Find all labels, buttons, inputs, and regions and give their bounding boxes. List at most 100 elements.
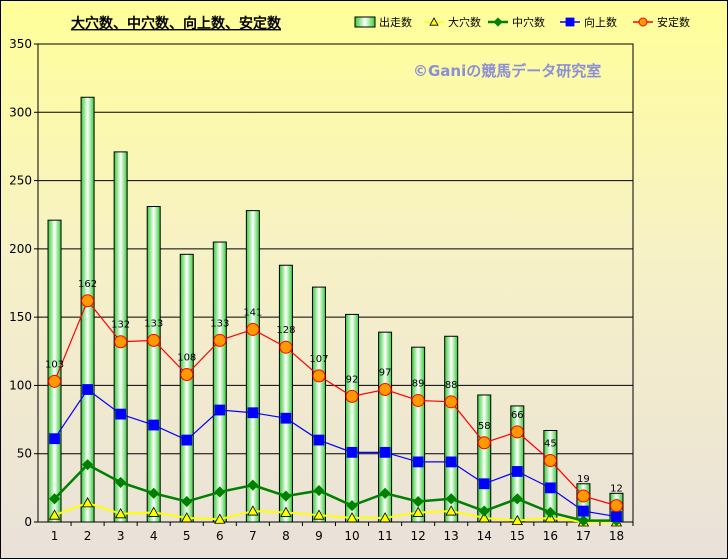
marker-circle [345,389,359,403]
x-tick-label: 6 [216,529,224,543]
x-tick-label: 10 [344,529,359,543]
bar [278,264,293,523]
legend-swatch [354,16,376,28]
series-line [54,501,617,523]
marker-circle [609,499,623,513]
marker-circle [543,454,557,468]
x-tick-label: 2 [84,529,92,543]
marker-square [247,407,259,419]
data-label: 97 [379,368,392,379]
gridlines [38,43,633,455]
x-tick-label: 12 [410,529,425,543]
x-tick-label: 17 [576,529,591,543]
marker-square [313,434,325,446]
y-tick-label: 300 [9,105,32,119]
marker-circle [213,333,227,347]
data-label: 133 [144,318,163,329]
marker-triangle [214,513,226,524]
data-label: 88 [445,380,458,391]
data-label: 107 [309,354,328,365]
data-label: 19 [577,474,590,485]
marker-circle [147,333,161,347]
legend-label: 出走数 [379,15,412,29]
bar [47,219,62,523]
x-tick-label: 13 [444,529,459,543]
marker-square [82,384,93,395]
series-line [54,388,617,518]
y-tick-label: 350 [9,37,32,51]
legend-label: 中穴数 [512,15,545,29]
marker-diamond [82,459,94,471]
marker-square [412,456,424,468]
x-tick-label: 11 [377,529,392,543]
marker-square [148,419,160,431]
marker-square [115,408,127,420]
data-label: 45 [544,439,557,450]
x-tick-label: 15 [510,529,525,543]
line-series [48,294,623,527]
marker-diamond [247,479,259,491]
marker-circle [477,436,491,450]
x-tick-label: 4 [150,529,158,543]
y-tick-label: 0 [24,515,32,529]
marker-triangle [148,506,160,517]
marker-diamond [511,493,523,505]
marker-diamond [412,495,424,508]
marker-circle [444,395,458,409]
marker-triangle [48,509,61,520]
marker-circle [510,425,524,439]
data-label: 89 [412,378,425,389]
marker-triangle [429,17,439,26]
marker-triangle [445,505,457,516]
marker-diamond [577,515,589,527]
marker-diamond [544,506,556,519]
marker-square [346,446,358,458]
bar [80,96,95,523]
legend-label: 大穴数 [448,15,481,29]
data-label: 103 [45,359,64,370]
marker-diamond [148,487,160,499]
marker-diamond [493,17,503,27]
marker-diamond [379,487,391,499]
marker-triangle [478,512,490,523]
marker-circle [180,368,194,382]
watermark-text: ©Ganiの競馬データ研究室 [413,62,601,80]
marker-circle [411,393,425,407]
bar [444,335,459,523]
marker-circle [576,489,590,503]
data-labels: 103 162 132 133 108 133 141 128 107 92 97 89 88 58 66 4… [45,279,623,495]
marker-circle [114,335,128,349]
marker-square [181,434,193,446]
marker-square [280,412,292,424]
marker-square [565,17,575,27]
marker-diamond [313,485,325,497]
bar [345,313,360,523]
marker-circle [638,17,648,27]
data-label: 58 [478,421,491,432]
marker-square [544,482,556,494]
marker-square [445,456,457,468]
marker-circle [279,340,293,354]
bar [179,253,194,523]
marker-triangle [247,505,259,516]
legend: 出走数 大穴数 中穴数 向上数 安定数 [354,15,690,29]
x-tick-label: 16 [543,529,558,543]
data-label: 141 [243,307,262,318]
marker-square [611,511,622,522]
data-label: 12 [610,484,623,495]
bar [146,206,161,523]
data-label: 162 [78,279,97,290]
x-tick-label: 8 [282,529,290,543]
x-tick-label: 1 [51,529,59,543]
marker-diamond [115,476,127,488]
marker-circle [48,374,62,388]
x-tick-label: 14 [477,529,492,543]
data-label: 128 [276,325,295,336]
marker-circle [81,294,95,308]
marker-triangle [114,507,127,519]
marker-triangle [181,512,193,523]
data-label: 92 [346,374,359,385]
chart-title: 大穴数、中穴数、向上数、安定数 [71,15,282,32]
